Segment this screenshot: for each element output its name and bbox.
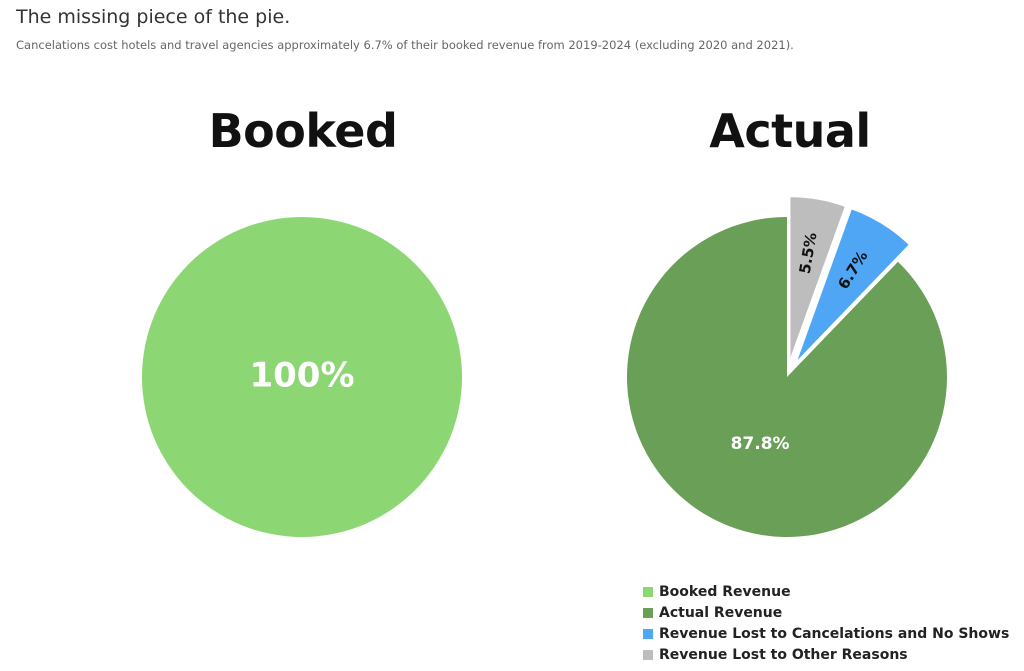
legend-item[interactable]: Revenue Lost to Cancelations and No Show… [643,623,1009,644]
pie-slice-revenue-lost-to-cancelations-and-no-shows[interactable] [797,209,909,361]
legend-swatch [643,628,653,639]
legend-label: Revenue Lost to Cancelations and No Show… [659,625,1010,642]
actual-pie-title: Actual [709,104,871,158]
chart-title: The missing piece of the pie. [16,6,291,28]
booked-pie-title: Booked [208,104,398,158]
legend-label: Revenue Lost to Other Reasons [659,646,908,663]
pie-data-label: 87.8% [731,434,790,454]
legend-item[interactable]: Revenue Lost to Other Reasons [643,644,1009,665]
legend-label: Actual Revenue [659,604,783,621]
legend-swatch [643,586,653,597]
pie-slice-revenue-lost-to-other-reasons[interactable] [790,197,845,358]
pie-slice-booked-revenue[interactable] [142,217,462,537]
pie-data-label: 100% [249,356,354,396]
legend-swatch [643,649,653,660]
legend-label: Booked Revenue [659,583,791,600]
legend-item[interactable]: Actual Revenue [643,602,1009,623]
chart-subtitle: Cancelations cost hotels and travel agen… [16,38,794,52]
pie-slice-actual-revenue[interactable] [627,217,948,538]
legend-swatch [643,607,653,618]
legend-item[interactable]: Booked Revenue [643,581,1009,602]
legend: Booked Revenue Actual Revenue Revenue Lo… [643,581,1009,665]
